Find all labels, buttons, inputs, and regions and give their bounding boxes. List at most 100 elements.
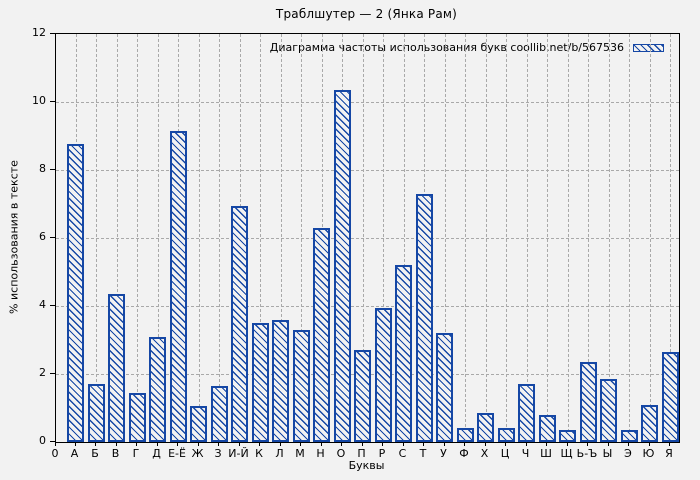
bar-М [292,330,310,442]
x-tick-label: О [336,447,346,460]
x-tick-mark [546,442,547,446]
x-tick-label: Г [132,447,140,460]
gridline-v [670,34,671,442]
gridline-v [96,34,97,442]
bar-Ш [538,415,556,442]
bar-И-Й [231,206,248,442]
x-tick-mark [628,442,629,446]
x-tick-mark [115,442,117,446]
x-tick-mark [648,442,650,446]
gridline-v [157,34,159,442]
x-tick-label: Ч [521,447,530,460]
x-tick-label: Н [316,447,325,460]
x-origin-label: 0 [51,447,59,460]
x-tick-mark [587,442,588,446]
bar-Х [477,413,494,442]
gridline-v [280,34,282,442]
x-tick-mark [341,442,342,446]
x-tick-label: С [398,447,407,460]
gridline-v [260,34,261,442]
gridline-v [403,34,405,442]
x-tick-label: Ж [191,447,204,460]
gridline-v [649,34,651,442]
x-axis-title: Буквы [348,459,385,472]
gridline-v [301,34,302,442]
gridline-v [362,34,364,442]
x-tick-mark [464,442,465,446]
x-tick-label: Ь-Ъ [576,447,598,460]
x-tick-label: В [111,447,120,460]
x-tick-mark [238,442,240,446]
x-tick-mark [177,442,178,446]
x-tick-mark [361,442,363,446]
gridline-v [506,34,507,442]
x-tick-mark [402,442,404,446]
x-tick-label: Ю [642,447,655,460]
bar-Ы [600,379,617,442]
y-tick-mark [50,373,55,374]
bar-О [333,90,351,442]
y-tick-mark [50,169,55,170]
gridline-v [137,34,138,442]
chart-title: Траблшутер — 2 (Янка Рам) [275,7,458,21]
x-tick-mark [279,442,281,446]
x-tick-label: И-Й [228,447,249,460]
legend-label: Диаграмма частоты использования букв coo… [269,41,624,54]
gridline-v [465,34,466,442]
x-tick-mark [423,442,424,446]
bar-Т [415,194,433,442]
x-tick-label: Д [152,447,161,460]
bar-С [395,265,412,442]
y-tick-mark [50,305,55,306]
gridline-v [629,34,630,442]
y-tick-mark [50,101,55,102]
x-tick-mark [136,442,137,446]
x-tick-label: Ы [602,447,613,460]
x-tick-label: Х [480,447,489,460]
x-tick-mark [300,442,301,446]
y-tick-label: 6 [39,230,46,243]
bar-А [67,144,84,442]
gridline-h [56,306,679,307]
bar-З [210,386,228,442]
x-tick-mark [156,442,158,446]
gridline-v [608,34,610,442]
x-tick-label: З [214,447,222,460]
x-tick-mark [197,442,199,446]
x-tick-label: Е-Ё [168,447,186,460]
plot-area: Диаграмма частоты использования букв coo… [55,33,680,443]
y-tick-label: 12 [32,26,46,39]
x-tick-mark [443,442,445,446]
legend-swatch [633,43,664,52]
x-tick-mark [669,442,670,446]
gridline-v [588,34,589,442]
bar-Ч [518,384,535,442]
x-tick-label: Ф [459,447,469,460]
x-tick-mark [218,442,219,446]
x-tick-label: Э [624,447,632,460]
bar-В [108,294,125,442]
bar-У [436,333,453,442]
gridline-h [56,102,679,103]
bar-Ж [190,406,207,442]
x-tick-mark [566,442,568,446]
bar-Щ [559,430,576,442]
x-tick-mark [505,442,506,446]
bar-Д [149,337,166,442]
bar-Е-Ё [169,131,187,442]
legend: Диаграмма частоты использования букв coo… [270,41,664,54]
x-tick-label: Ц [500,447,510,460]
gridline-v [383,34,384,442]
x-tick-mark [95,442,96,446]
x-tick-mark [525,442,527,446]
x-tick-mark [55,442,56,446]
bar-П [354,350,371,442]
x-tick-mark [74,442,76,446]
x-tick-label: М [295,447,305,460]
y-tick-label: 8 [39,162,46,175]
y-tick-label: 2 [39,366,46,379]
gridline-v [198,34,200,442]
bar-Э [620,430,638,442]
bar-Г [128,393,146,442]
x-tick-label: У [440,447,447,460]
